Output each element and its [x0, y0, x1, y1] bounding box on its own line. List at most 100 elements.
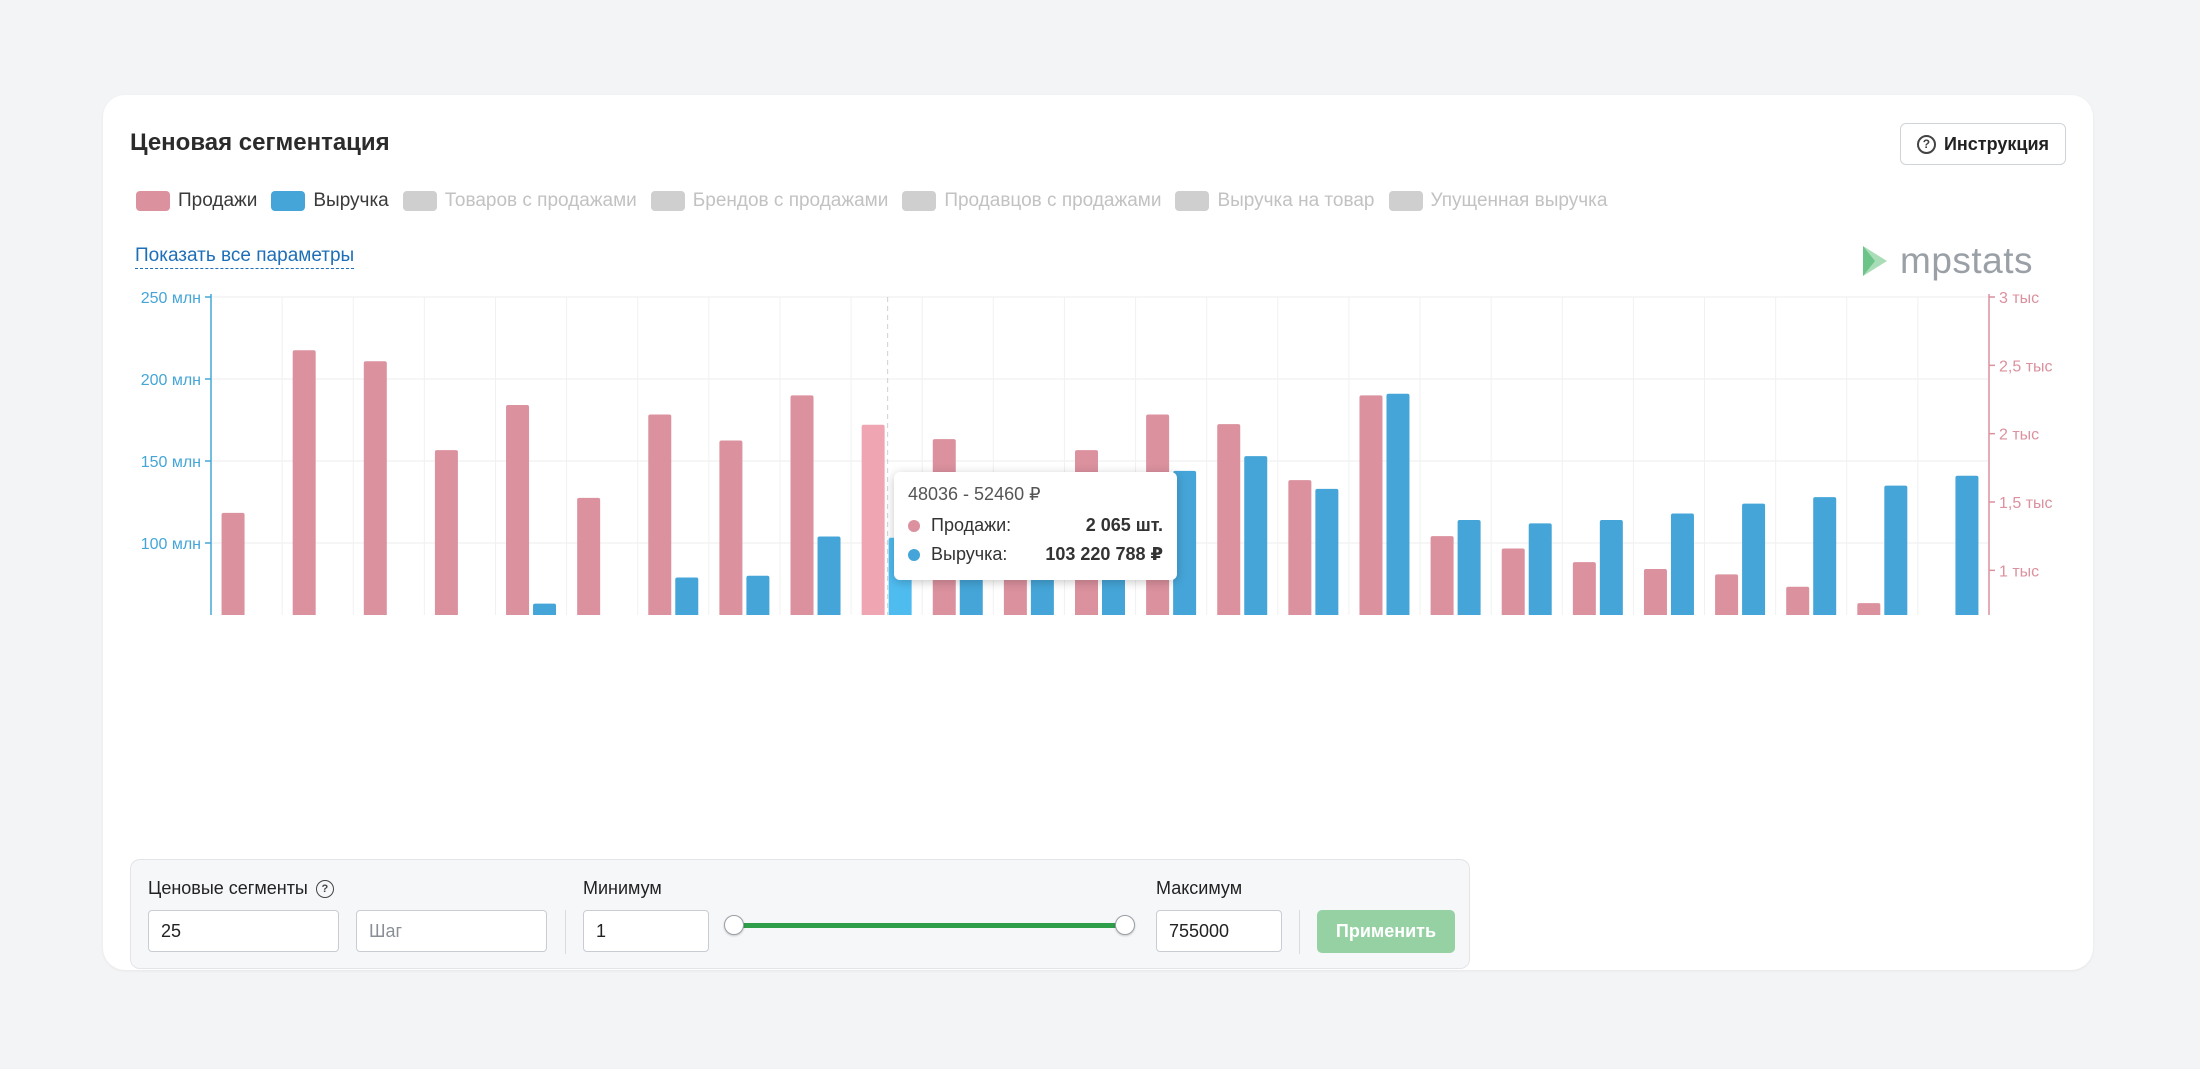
logo-text: mpstats: [1900, 240, 2034, 281]
sales-bar: [1288, 480, 1312, 615]
instruction-button[interactable]: ? Инструкция: [1900, 123, 2066, 165]
revenue-bar: [1173, 470, 1197, 615]
instruction-button-label: Инструкция: [1943, 133, 2050, 154]
tooltip-row-revenue: Выручка: 103 220 788 ₽: [908, 540, 1163, 569]
revenue-bar: [1599, 520, 1623, 615]
controls-divider: [565, 910, 566, 954]
revenue-bar: [1955, 475, 1979, 615]
revenue-bar: [1884, 485, 1908, 615]
legend-item-3[interactable]: Брендов с продажами: [650, 190, 889, 212]
apply-button[interactable]: Применить: [1317, 910, 1455, 953]
tooltip-sales-dot: [908, 519, 920, 532]
revenue-bar: [746, 575, 770, 615]
step-input[interactable]: [356, 910, 547, 952]
sales-bar: [506, 404, 530, 615]
sales-bar: [790, 395, 814, 615]
segments-label: Ценовые сегменты: [148, 878, 308, 898]
legend-item-2[interactable]: Товаров с продажами: [402, 190, 637, 212]
segments-count-input[interactable]: [148, 910, 339, 952]
sales-bar: [292, 350, 316, 615]
revenue-bar: [1528, 523, 1552, 615]
sales-bar: [1501, 548, 1525, 615]
revenue-bar: [1670, 513, 1694, 615]
sales-bar: [221, 512, 245, 615]
sales-bar: [1572, 562, 1596, 615]
legend-item-0[interactable]: Продажи: [136, 190, 257, 212]
legend-label: Упущенная выручка: [1430, 190, 1608, 211]
tooltip-revenue-value: 103 220 788 ₽: [1045, 544, 1163, 564]
legend-swatch: [136, 191, 170, 211]
price-range-slider-track[interactable]: [731, 923, 1125, 928]
legend-swatch: [271, 191, 306, 211]
right-tick-label: 1 тыс: [1999, 563, 2039, 580]
sales-bar: [1430, 536, 1454, 615]
tooltip-sales-value: 2 065 шт.: [1085, 515, 1163, 535]
legend-item-5[interactable]: Выручка на товар: [1175, 190, 1375, 212]
legend-label: Выручка: [313, 190, 389, 211]
price-segmentation-card: Ценовая сегментация ? Инструкция Продажи…: [103, 95, 2093, 970]
show-all-params-link[interactable]: Показать все параметры: [135, 245, 355, 269]
controls-divider-2: [1299, 910, 1300, 954]
revenue-bar: [1244, 456, 1268, 615]
sales-bar: [363, 361, 387, 615]
legend-swatch: [1388, 191, 1423, 211]
tooltip-revenue-label: Выручка:: [931, 544, 1008, 564]
sales-bar: [1786, 586, 1810, 615]
sales-bar: [1359, 395, 1383, 615]
chart-legend: Продажи Выручка Товаров с продажами Брендов…: [136, 190, 1607, 212]
max-input[interactable]: [1156, 910, 1282, 952]
segments-help-icon[interactable]: ?: [315, 879, 334, 898]
tooltip-revenue-dot: [908, 548, 920, 561]
sales-bar: [1217, 424, 1241, 615]
sales-bar: [1857, 603, 1881, 615]
legend-swatch: [402, 191, 437, 211]
question-circle-icon: ?: [1916, 134, 1936, 154]
legend-label: Товаров с продажами: [444, 190, 637, 211]
left-tick-label: 150 млн: [141, 454, 201, 471]
sales-bar: [577, 497, 601, 615]
legend-item-6[interactable]: Упущенная выручка: [1388, 190, 1608, 212]
revenue-bar: [675, 577, 699, 615]
sales-bar: [861, 424, 885, 615]
min-label: Минимум: [583, 878, 662, 898]
legend-label: Брендов с продажами: [692, 190, 889, 211]
right-tick-label: 2,5 тыс: [1999, 358, 2053, 375]
segments-label-wrap: Ценовые сегменты ?: [148, 878, 334, 899]
legend-swatch: [1175, 191, 1210, 211]
chart-tooltip: 48036 - 52460 ₽ Продажи: 2 065 шт. Выруч…: [894, 472, 1177, 580]
legend-item-1[interactable]: Выручка: [271, 190, 389, 212]
left-tick-label: 200 млн: [141, 372, 201, 389]
legend-swatch: [902, 191, 937, 211]
sales-bar: [1715, 574, 1739, 615]
left-tick-label: 100 млн: [141, 536, 201, 553]
left-tick-label: 250 млн: [141, 290, 201, 307]
sales-bar: [648, 414, 672, 615]
sales-bar: [1643, 568, 1667, 615]
right-tick-label: 2 тыс: [1999, 427, 2039, 444]
sales-bar: [434, 450, 458, 615]
slider-min-thumb[interactable]: [724, 915, 744, 935]
revenue-bar: [1742, 503, 1766, 615]
legend-label: Выручка на товар: [1217, 190, 1375, 211]
tooltip-sales-label: Продажи:: [931, 515, 1012, 535]
revenue-bar: [1813, 497, 1837, 615]
revenue-bar: [1315, 488, 1339, 615]
sales-bar: [719, 440, 743, 615]
legend-swatch: [650, 191, 685, 211]
revenue-bar: [533, 603, 557, 615]
revenue-bar: [817, 536, 841, 615]
revenue-bar: [1457, 520, 1481, 615]
legend-item-4[interactable]: Продавцов с продажами: [902, 190, 1161, 212]
mpstats-logo: mpstats: [1860, 240, 2033, 282]
tooltip-row-sales: Продажи: 2 065 шт.: [908, 511, 1163, 540]
legend-label: Продажи: [178, 190, 258, 211]
min-input[interactable]: [583, 910, 709, 952]
right-tick-label: 3 тыс: [1999, 290, 2039, 307]
revenue-bar: [1386, 393, 1410, 615]
max-label: Максимум: [1156, 878, 1243, 898]
segment-controls: Ценовые сегменты ? Минимум Максимум Прим…: [130, 859, 1470, 969]
card-title: Ценовая сегментация: [130, 129, 390, 156]
tooltip-title: 48036 - 52460 ₽: [908, 484, 1041, 504]
legend-label: Продавцов с продажами: [944, 190, 1162, 211]
slider-max-thumb[interactable]: [1115, 915, 1135, 935]
